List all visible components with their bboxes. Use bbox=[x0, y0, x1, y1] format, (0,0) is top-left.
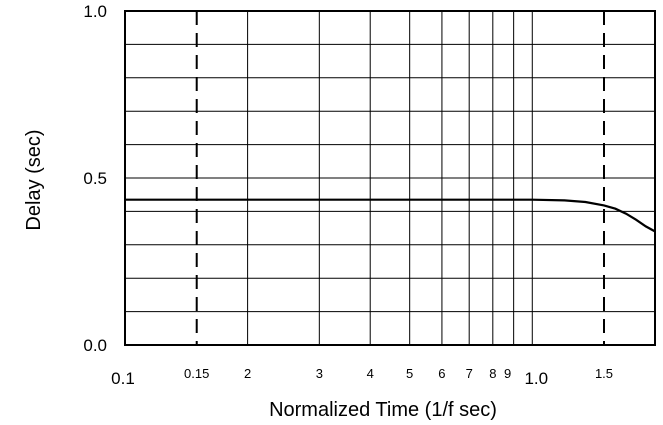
x-tick-label: 7 bbox=[466, 366, 473, 381]
x-tick-label: 1.5 bbox=[595, 366, 613, 381]
x-tick-label: 4 bbox=[367, 366, 374, 381]
x-tick-label: 1.0 bbox=[524, 369, 548, 388]
y-tick-label: 0.0 bbox=[83, 336, 107, 355]
x-tick-label: 0.15 bbox=[184, 366, 209, 381]
x-axis-title: Normalized Time (1/f sec) bbox=[269, 399, 497, 421]
x-tick-label: 8 bbox=[489, 366, 496, 381]
dashed-reference-lines bbox=[195, 11, 605, 345]
y-tick-labels: 0.0 0.5 1.0 bbox=[83, 2, 107, 355]
y-tick-label: 0.5 bbox=[83, 169, 107, 188]
x-tick-label: 0.1 bbox=[111, 369, 135, 388]
series-line-delay bbox=[125, 198, 656, 233]
x-tick-label: 5 bbox=[406, 366, 413, 381]
grid-lines bbox=[125, 11, 655, 345]
x-tick-label: 2 bbox=[244, 366, 251, 381]
y-axis-title: Delay (sec) bbox=[23, 129, 45, 230]
plot-frame bbox=[124, 10, 656, 346]
x-tick-label: 9 bbox=[504, 366, 511, 381]
y-tick-label: 1.0 bbox=[83, 2, 107, 21]
x-tick-label: 6 bbox=[438, 366, 445, 381]
x-tick-labels: 0.1 0.15 2 3 4 5 6 7 8 9 1.0 1.5 bbox=[111, 366, 613, 388]
x-tick-label: 3 bbox=[316, 366, 323, 381]
